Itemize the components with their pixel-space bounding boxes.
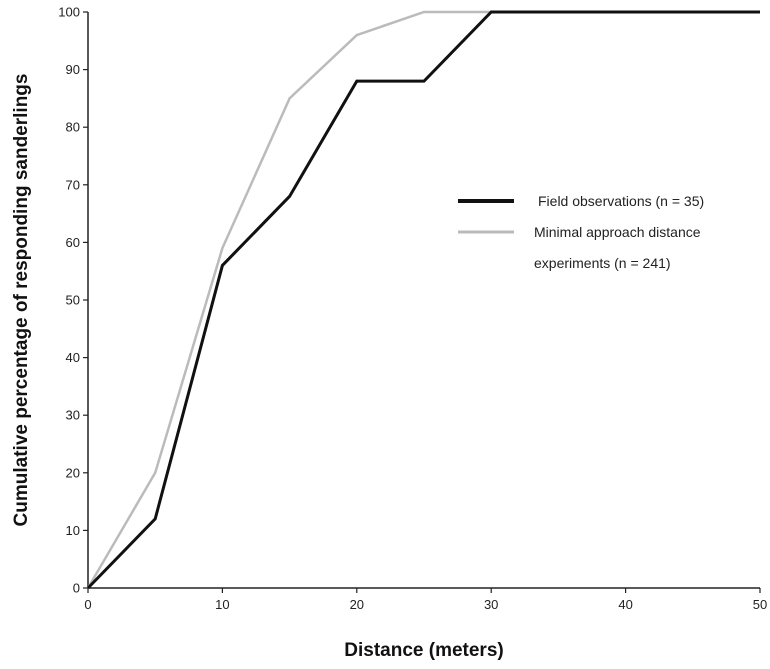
legend-label: experiments (n = 241) xyxy=(534,255,671,271)
y-tick-label: 80 xyxy=(66,120,80,135)
y-tick-label: 90 xyxy=(66,62,80,77)
y-tick-label: 50 xyxy=(66,293,80,308)
x-tick-label: 50 xyxy=(753,597,767,612)
x-tick-label: 30 xyxy=(484,597,498,612)
x-tick-label: 20 xyxy=(350,597,364,612)
axes: 0 10 20 30 40 50 60 70 80 90 100 0 10 20 30 40 50 xyxy=(58,5,767,613)
y-tick-label: 30 xyxy=(66,408,80,423)
x-tick-label: 40 xyxy=(618,597,632,612)
x-tick-label: 10 xyxy=(215,597,229,612)
y-tick-label: 20 xyxy=(66,465,80,480)
series-line xyxy=(86,10,760,589)
y-tick-label: 40 xyxy=(66,350,80,365)
x-tick-label: 0 xyxy=(84,597,91,612)
y-tick-label: 10 xyxy=(66,523,80,538)
x-axis-title: Distance (meters) xyxy=(344,640,503,661)
y-tick-label: 0 xyxy=(73,581,80,596)
legend-label: Minimal approach distance xyxy=(534,224,701,240)
legend-label: Field observations (n = 35) xyxy=(538,193,704,209)
series-lines xyxy=(86,10,760,590)
y-tick-label: 60 xyxy=(66,235,80,250)
series-line xyxy=(86,10,760,590)
y-axis-title: Cumulative percentage of responding sand… xyxy=(11,74,32,527)
y-tick-label: 100 xyxy=(58,5,80,20)
y-tick-label: 70 xyxy=(66,177,80,192)
legend: Field observations (n = 35) Minimal appro… xyxy=(458,193,704,271)
